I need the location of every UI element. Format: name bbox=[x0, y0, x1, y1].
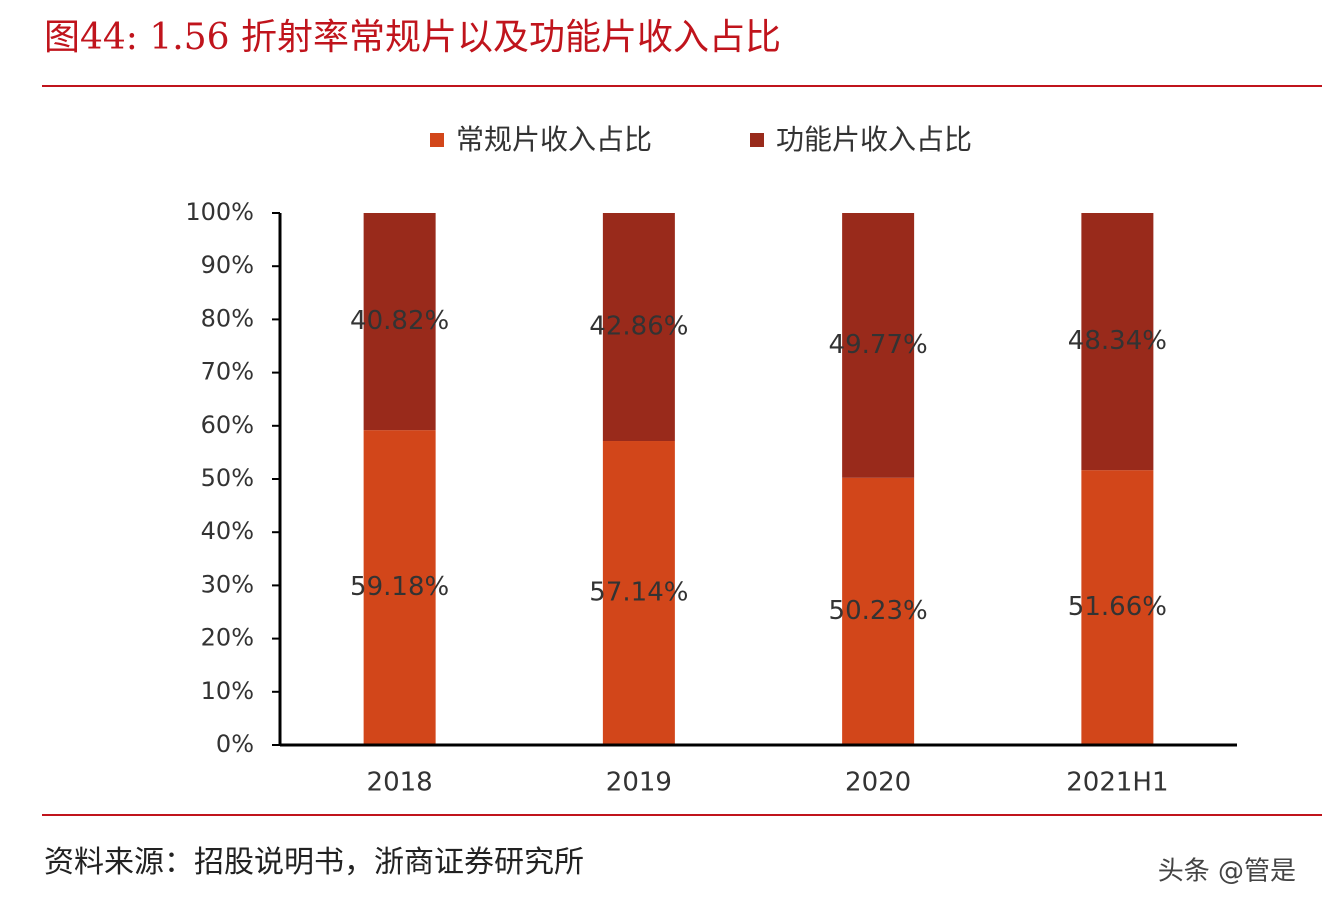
source-note: 资料来源：招股说明书，浙商证券研究所 bbox=[44, 845, 584, 880]
legend-swatch bbox=[750, 133, 764, 147]
x-tick-label: 2019 bbox=[606, 768, 672, 798]
x-tick-label: 2021H1 bbox=[1066, 768, 1168, 798]
bar-segment bbox=[602, 441, 675, 745]
y-tick-label: 40% bbox=[201, 517, 254, 545]
data-label: 57.14% bbox=[589, 578, 688, 608]
chart-title: 图44: 1.56 折射率常规片以及功能片收入占比 bbox=[44, 17, 781, 58]
bar-segment bbox=[363, 430, 436, 745]
data-label: 51.66% bbox=[1068, 592, 1167, 622]
x-tick-label: 2020 bbox=[845, 768, 911, 798]
legend-swatch bbox=[430, 133, 444, 147]
data-label: 40.82% bbox=[350, 306, 449, 336]
y-tick-label: 80% bbox=[201, 304, 254, 332]
bar-segment bbox=[842, 477, 915, 745]
y-tick-label: 90% bbox=[201, 251, 254, 279]
bar-segment bbox=[363, 213, 436, 431]
y-tick-label: 10% bbox=[201, 677, 254, 705]
legend-label: 常规片收入占比 bbox=[456, 123, 652, 156]
y-tick-label: 20% bbox=[201, 624, 254, 652]
data-label: 50.23% bbox=[829, 596, 928, 626]
data-label: 59.18% bbox=[350, 572, 449, 602]
legend-label: 功能片收入占比 bbox=[776, 123, 972, 156]
y-tick-label: 30% bbox=[201, 570, 254, 598]
y-tick-label: 50% bbox=[201, 464, 254, 492]
bar-segment bbox=[1081, 470, 1154, 745]
bar-segment bbox=[602, 213, 675, 442]
y-tick-label: 60% bbox=[201, 411, 254, 439]
y-tick-label: 70% bbox=[201, 358, 254, 386]
watermark: 头条 @管是 bbox=[1158, 857, 1296, 887]
bar-segment bbox=[842, 213, 915, 478]
x-tick-label: 2018 bbox=[367, 768, 433, 798]
bar-segment bbox=[1081, 213, 1154, 471]
data-label: 42.86% bbox=[589, 312, 688, 342]
y-tick-label: 100% bbox=[185, 198, 254, 226]
y-tick-label: 0% bbox=[216, 730, 254, 758]
data-label: 49.77% bbox=[829, 330, 928, 360]
data-label: 48.34% bbox=[1068, 326, 1167, 356]
